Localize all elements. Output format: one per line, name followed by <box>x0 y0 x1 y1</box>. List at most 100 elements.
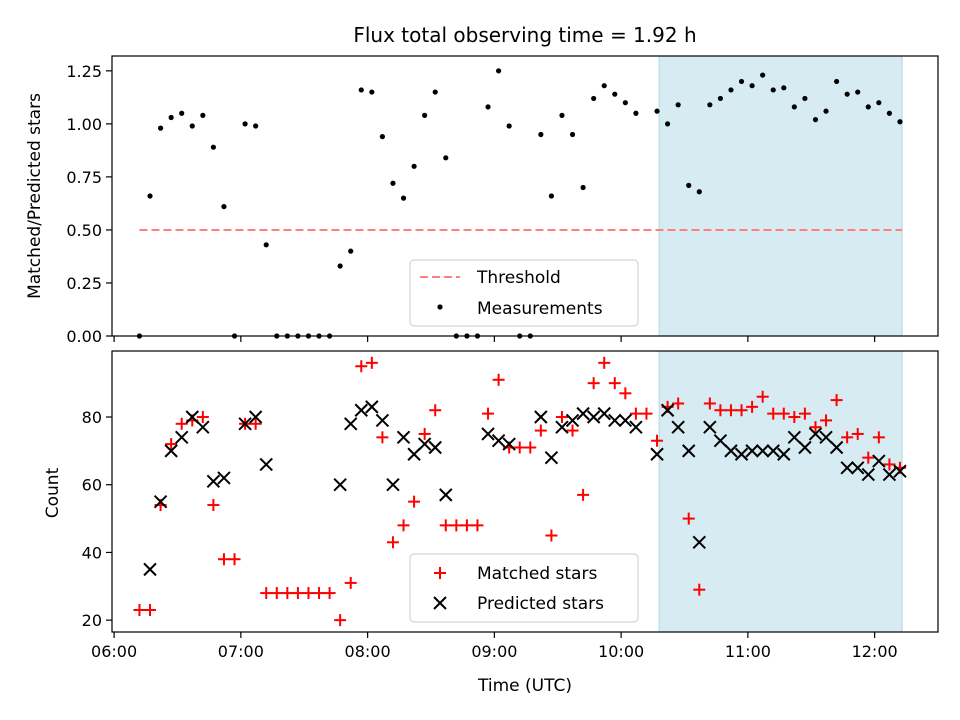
y-tick-label: 40 <box>82 543 102 562</box>
legend-matched-swatch <box>434 567 446 579</box>
matched-star-point <box>545 529 558 542</box>
bottom-axes-frame <box>111 350 939 633</box>
matched-star-point <box>249 417 262 430</box>
measurement-point <box>844 91 850 97</box>
matched-star-point <box>217 553 230 566</box>
measurement-point <box>443 155 449 161</box>
matched-star-point <box>735 404 748 417</box>
matched-star-point <box>344 576 357 589</box>
measurement-point <box>506 123 512 129</box>
matched-star-point <box>196 411 209 424</box>
top-panel: 0.00 0.25 0.50 0.75 1.00 1.25 Matched/Predict… <box>25 55 939 346</box>
predicted-star-point <box>185 410 199 424</box>
matched-star-point <box>756 390 769 403</box>
predicted-star-point <box>344 417 358 431</box>
top-y-ticks: 0.00 0.25 0.50 0.75 1.00 1.25 <box>66 62 112 346</box>
measurement-point <box>770 87 776 93</box>
measurement-point <box>411 163 417 169</box>
measurement-point <box>728 87 734 93</box>
predicted-star-point <box>175 430 189 445</box>
measurement-point <box>664 121 671 127</box>
matched-star-point <box>291 587 304 600</box>
measurement-point <box>717 95 724 102</box>
y-tick-label: 1.00 <box>66 115 102 134</box>
measurement-point <box>876 100 882 106</box>
legend-matched-label: Matched stars <box>477 564 597 584</box>
predicted-star-point <box>840 461 854 475</box>
matched-star-point <box>334 614 347 627</box>
x-axis-label: Time (UTC) <box>477 676 572 696</box>
predicted-star-point <box>386 478 400 492</box>
predicted-star-point <box>597 406 611 421</box>
bottom-legend-box <box>409 553 639 623</box>
measurement-point <box>760 72 766 78</box>
x-tick-label: 06:00 <box>91 642 137 661</box>
predicted-star-point <box>534 410 548 424</box>
measurement-point <box>622 100 628 106</box>
measurement-point <box>253 123 259 129</box>
predicted-star-point <box>777 447 791 461</box>
matched-star-point <box>672 397 685 410</box>
predicted-star-point <box>217 471 231 485</box>
predicted-star-point <box>502 437 516 451</box>
measurement-point <box>157 125 164 131</box>
measurement-point <box>168 114 174 121</box>
y-tick-label: 60 <box>82 476 102 495</box>
predicted-star-point <box>893 464 907 478</box>
matched-star-point <box>281 587 294 600</box>
bottom-x-ticks: 06:00 07:00 08:00 09:00 10:00 11:00 12:00 <box>91 632 898 661</box>
predicted-star-point <box>766 444 780 458</box>
measurement-point <box>559 112 565 118</box>
predicted-star-point <box>713 434 728 448</box>
matched-star-point <box>629 407 642 420</box>
matched-star-point <box>513 441 526 454</box>
bottom-legend: Matched stars Predicted stars <box>409 553 639 623</box>
matched-star-point <box>450 519 463 532</box>
bottom-y-axis-label: Count <box>43 467 63 518</box>
matched-star-point <box>144 603 157 616</box>
measurement-point <box>591 95 597 102</box>
matched-star-point <box>820 414 833 427</box>
measurement-point <box>781 85 787 91</box>
x-tick-label: 10:00 <box>598 642 644 661</box>
matched-star-point <box>724 404 737 417</box>
measurement-point <box>548 193 555 199</box>
y-tick-label: 0.00 <box>66 327 102 346</box>
measurement-point <box>369 89 375 95</box>
predicted-star-point <box>565 413 580 428</box>
measurement-point <box>812 117 819 123</box>
measurement-point <box>855 89 861 95</box>
predicted-star-point <box>798 440 812 455</box>
top-x-ticks <box>113 336 876 342</box>
predicted-star-point <box>439 488 453 502</box>
matched-star-point <box>482 407 495 420</box>
predicted-star-point <box>861 467 875 482</box>
matched-star-point <box>714 404 727 417</box>
matched-star-point <box>693 583 706 596</box>
matched-star-point <box>788 411 801 424</box>
matched-star-point <box>397 519 410 532</box>
predicted-star-point <box>829 440 844 455</box>
measurement-point <box>897 119 903 125</box>
matched-star-point <box>862 451 875 464</box>
predicted-star-point <box>755 444 770 458</box>
measurement-point <box>580 184 586 191</box>
bottom-y-ticks: 20 40 60 80 <box>82 408 112 630</box>
predicted-star-point <box>248 410 263 424</box>
predicted-star-point <box>365 400 379 414</box>
y-tick-label: 0.25 <box>66 274 102 293</box>
predicted-star-point <box>491 434 506 448</box>
matched-star-point <box>883 458 896 471</box>
matched-star-point <box>851 427 864 440</box>
matched-star-point <box>165 438 178 451</box>
predicted-star-point <box>238 417 252 431</box>
matched-star-point <box>386 536 399 549</box>
matched-star-point <box>228 553 241 566</box>
predicted-star-point <box>544 450 559 465</box>
matched-star-point <box>798 407 811 420</box>
measurement-point <box>179 110 185 116</box>
predicted-star-point <box>417 437 432 451</box>
predicted-star-point <box>671 420 685 434</box>
predicted-star-point <box>618 413 633 428</box>
x-tick-label: 09:00 <box>471 642 517 661</box>
